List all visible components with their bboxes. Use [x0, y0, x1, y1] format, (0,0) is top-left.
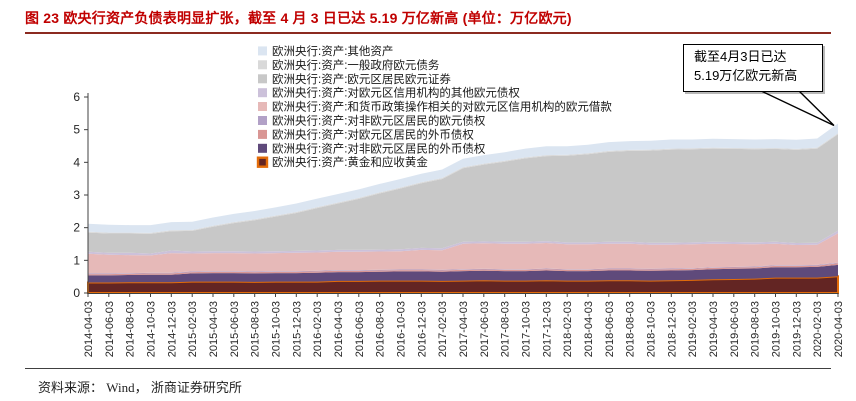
x-tick-label: 2015-06-03	[229, 301, 241, 357]
x-tick-label: 2015-08-03	[250, 301, 262, 357]
x-tick-label: 2015-04-03	[208, 301, 220, 357]
legend-item: 欧洲央行:资产:欧元区居民欧元证券	[258, 72, 451, 86]
legend-label: 欧洲央行:资产:黄金和应收黄金	[272, 155, 428, 169]
title-rule	[25, 32, 831, 34]
y-tick-label: 1	[73, 253, 80, 267]
x-tick-label: 2020-02-03	[812, 301, 824, 357]
legend-swatch	[258, 102, 267, 111]
legend-item: 欧洲央行:资产:一般政府欧元债务	[258, 58, 440, 72]
x-tick-label: 2015-12-03	[291, 301, 303, 357]
x-tick-label: 2016-12-03	[416, 301, 428, 357]
legend-item: 欧洲央行:资产:对非欧元区居民的欧元债权	[258, 114, 486, 128]
x-tick-label: 2017-02-03	[437, 301, 449, 357]
legend-label: 欧洲央行:资产:对非欧元区居民的外币债权	[272, 141, 486, 155]
x-tick-label: 2019-08-03	[750, 301, 762, 357]
x-tick-label: 2018-10-03	[646, 301, 658, 357]
legend-label: 欧洲央行:资产:对非欧元区居民的欧元债权	[272, 114, 486, 128]
x-tick-label: 2015-10-03	[271, 301, 283, 357]
legend-item: 欧洲央行:资产:对非欧元区居民的外币债权	[258, 141, 486, 155]
x-tick-label: 2016-10-03	[396, 301, 408, 357]
callout-annotation: 截至4月3日已达 5.19万亿欧元新高	[683, 44, 823, 92]
data-source: 资料来源： Wind， 浙商证券研究所	[38, 380, 242, 395]
y-tick-label: 5	[73, 123, 80, 137]
x-tick-label: 2014-10-03	[146, 301, 158, 357]
x-tick-label: 2018-08-03	[625, 301, 637, 357]
x-tick-label: 2019-12-03	[791, 301, 803, 357]
legend-label: 欧洲央行:资产:对欧元区居民的外币债权	[272, 127, 474, 141]
area-layer	[88, 263, 838, 276]
x-tick-label: 2018-02-03	[562, 301, 574, 357]
x-tick-label: 2016-04-03	[333, 301, 345, 357]
x-tick-label: 2018-12-03	[666, 301, 678, 357]
x-tick-label: 2014-08-03	[125, 301, 137, 357]
legend-swatch	[258, 116, 267, 125]
legend-swatch	[258, 129, 267, 139]
footer-rule	[25, 368, 831, 369]
legend-label: 欧洲央行:资产:和货币政策操作相关的对欧元区信用机构的欧元借款	[272, 100, 612, 114]
legend-swatch	[258, 143, 267, 153]
legend-swatch	[258, 88, 267, 98]
x-tick-label: 2018-06-03	[604, 301, 616, 357]
x-tick-label: 2019-04-03	[708, 301, 720, 357]
legend-swatch	[258, 46, 267, 56]
legend-swatch	[256, 156, 269, 168]
area-layer	[88, 264, 838, 283]
x-tick-label: 2017-10-03	[521, 301, 533, 357]
x-tick-label: 2015-02-03	[187, 301, 199, 357]
x-tick-label: 2019-06-03	[729, 301, 741, 357]
chart-area: 0 1 2 3 4 5 6 2014-04-03 2014-06-03 2014-08-03 201…	[0, 36, 856, 366]
area-layer	[88, 230, 838, 256]
legend-label: 欧洲央行:资产:其他资产	[272, 44, 393, 58]
legend-label: 欧洲央行:资产:欧元区居民欧元证券	[272, 72, 451, 86]
x-tick-label: 2014-06-03	[104, 301, 116, 357]
x-tick-label: 2019-02-03	[687, 301, 699, 357]
x-tick-label: 2016-02-03	[312, 301, 324, 357]
x-tick-label: 2014-04-03	[83, 301, 95, 357]
legend-swatch	[258, 60, 267, 70]
x-tick-label: 2018-04-03	[583, 301, 595, 357]
balance-sheet-stacked-area-chart: 0 1 2 3 4 5 6 2014-04-03 2014-06-03 2014-08-03 201…	[73, 44, 845, 357]
x-tick-label: 2016-06-03	[354, 301, 366, 357]
x-tick-label: 2019-10-03	[771, 301, 783, 357]
legend-label: 欧洲央行:资产:一般政府欧元债务	[272, 58, 440, 72]
y-tick-label: 3	[73, 188, 80, 202]
legend-swatch	[258, 74, 267, 84]
legend-label: 欧洲央行:资产:对欧元区信用机构的其他欧元债权	[272, 86, 520, 100]
y-tick-label: 6	[73, 90, 80, 104]
x-tick-label: 2017-04-03	[458, 301, 470, 357]
x-tick-label: 2016-08-03	[375, 301, 387, 357]
x-tick-label: 2017-08-03	[500, 301, 512, 357]
legend-item: 欧洲央行:资产:黄金和应收黄金	[256, 155, 428, 169]
x-tick-label: 2014-12-03	[166, 301, 178, 357]
x-tick-label: 2020-04-03	[833, 301, 845, 357]
figure-title: 图 23 欧央行资产负债表明显扩张，截至 4 月 3 日已达 5.19 万亿新高…	[25, 10, 572, 26]
area-layer	[88, 233, 838, 274]
callout-line1: 截至4月3日已达	[694, 49, 787, 64]
legend-item: 欧洲央行:资产:对欧元区居民的外币债权	[258, 127, 474, 141]
x-tick-label: 2017-06-03	[479, 301, 491, 357]
y-tick-label: 4	[73, 155, 80, 169]
callout-wedge	[756, 88, 835, 127]
area-layer	[88, 134, 838, 254]
area-layer	[88, 262, 838, 275]
x-tick-label: 2017-12-03	[541, 301, 553, 357]
legend-item: 欧洲央行:资产:和货币政策操作相关的对欧元区信用机构的欧元借款	[258, 100, 612, 114]
y-tick-label: 2	[73, 221, 80, 235]
legend-item: 欧洲央行:资产:其他资产	[258, 44, 393, 58]
y-tick-label: 0	[73, 286, 80, 300]
legend-item: 欧洲央行:资产:对欧元区信用机构的其他欧元债权	[258, 86, 520, 100]
callout-line2: 5.19万亿欧元新高	[694, 68, 798, 83]
